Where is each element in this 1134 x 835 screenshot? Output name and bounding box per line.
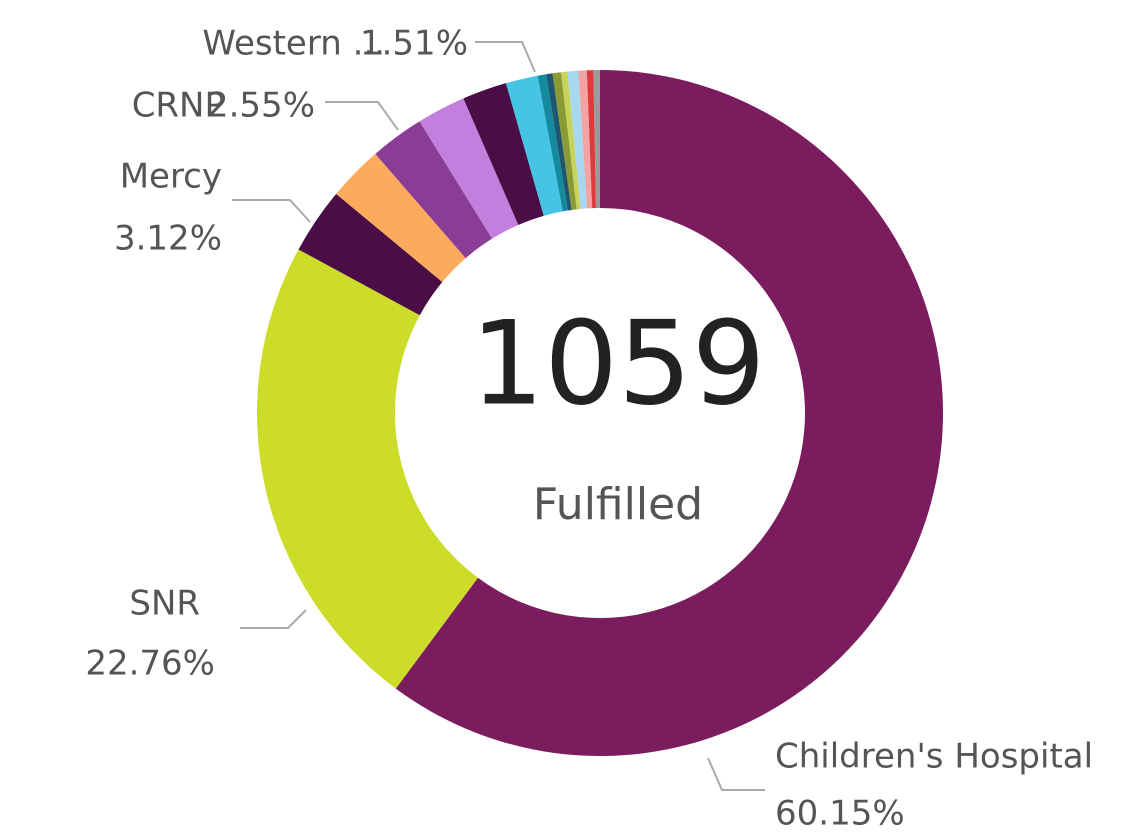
slice-name: Western ... [202, 24, 385, 64]
slice [578, 70, 593, 209]
slice [593, 70, 600, 209]
slice [336, 153, 466, 283]
slice-value: 3.12% [114, 219, 222, 259]
slice-value: 22.76% [85, 644, 215, 684]
slice-value: 2.55% [207, 86, 315, 126]
slice-name: CRNP [132, 86, 225, 126]
leader-line [475, 41, 536, 73]
slice [298, 193, 443, 316]
leader-line [240, 609, 307, 629]
slice [419, 98, 519, 239]
slice [586, 70, 597, 209]
leader-line [232, 199, 311, 223]
slice-value: 60.15% [775, 794, 905, 834]
slice [546, 73, 572, 211]
slice [256, 249, 478, 689]
slice [567, 70, 587, 209]
slice [537, 74, 568, 212]
leader-line [707, 757, 765, 791]
slice-name: Mercy [120, 157, 222, 197]
slice [375, 121, 493, 259]
slice [395, 70, 944, 756]
center-value: 1059 [470, 297, 765, 432]
slice-name: Children's Hospital [775, 737, 1093, 777]
slice-value: 1.51% [360, 24, 468, 64]
slice-name: SNR [129, 584, 200, 624]
slice [561, 71, 581, 210]
donut [256, 70, 944, 756]
slice [463, 83, 544, 225]
leader-line [325, 101, 399, 131]
slice [505, 75, 563, 216]
slice [552, 72, 577, 210]
center-label: Fulfilled [533, 479, 703, 530]
